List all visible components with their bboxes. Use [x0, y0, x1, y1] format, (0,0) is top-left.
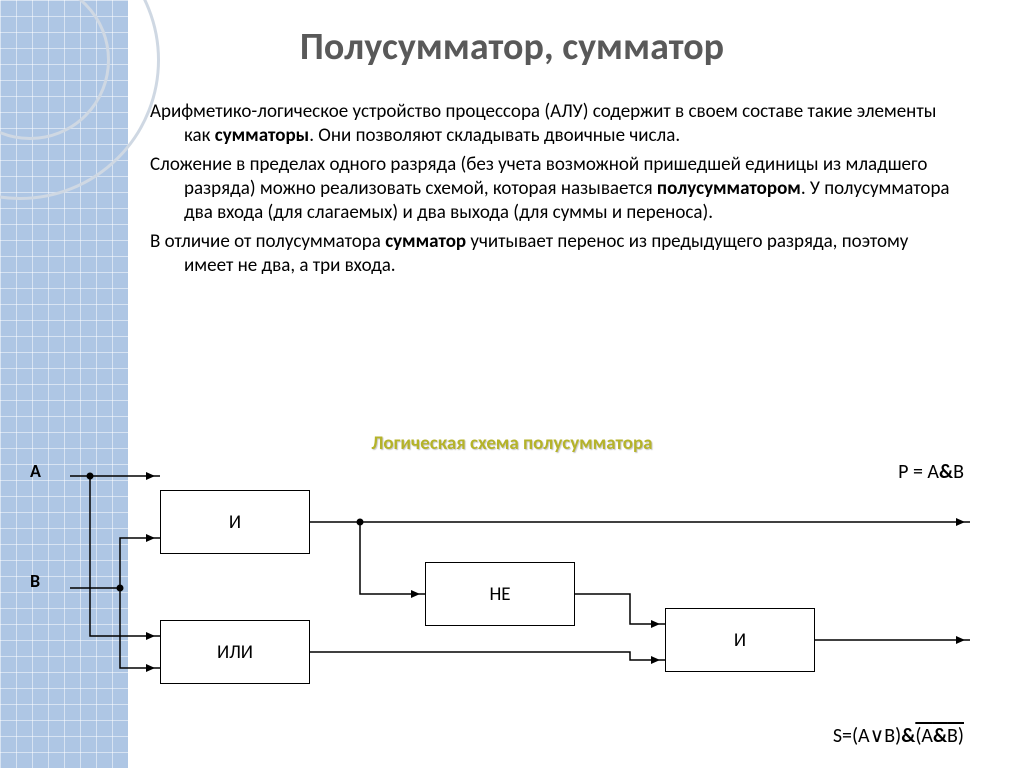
bold-term: полусумматором	[657, 177, 801, 200]
input-label-a: A	[30, 460, 41, 482]
gate-and-1: И	[160, 490, 310, 554]
logic-diagram: И ИЛИ НЕ И A B	[70, 460, 970, 740]
paragraph-1: Арифметико-логическое устройство процесс…	[150, 100, 950, 149]
gate-not: НЕ	[425, 562, 575, 626]
bold-term: сумматоры	[215, 124, 309, 147]
bold-term: сумматор	[385, 230, 466, 253]
paragraph-2: Сложение в пределах одного разряда (без …	[150, 153, 950, 226]
gate-or: ИЛИ	[160, 620, 310, 684]
body-text: Арифметико-логическое устройство процесс…	[150, 100, 950, 282]
gate-and-2: И	[665, 608, 815, 672]
input-label-b: B	[30, 570, 40, 592]
text: . Они позволяют складывать двоичные числ…	[309, 124, 680, 147]
diagram-caption: Логическая схема полусумматора	[0, 432, 1024, 455]
paragraph-3: В отличие от полусумматора сумматор учит…	[150, 230, 950, 279]
text: В отличие от полусумматора	[150, 230, 385, 253]
page-title: Полусумматор, сумматор	[0, 24, 1024, 70]
